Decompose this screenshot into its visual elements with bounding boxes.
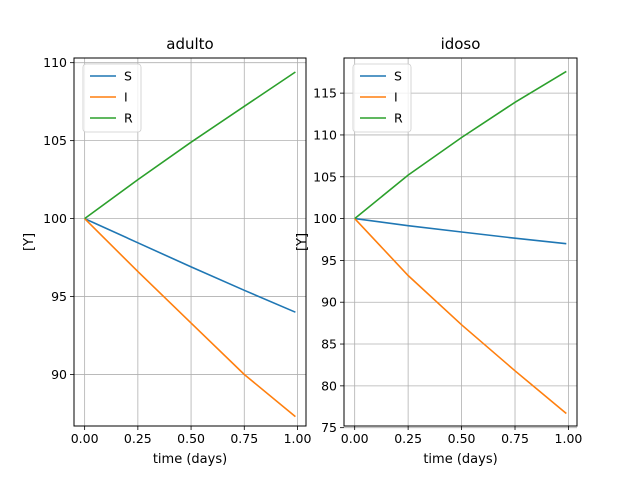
y-axis-label: [Y] [22, 233, 37, 251]
x-tick-label: 0.00 [341, 431, 369, 446]
subplot-idoso: 0.00 0.25 0.50 0.75 1.00 75 80 85 90 95 100 105 110… [295, 35, 582, 467]
y-tick-label: 105 [313, 169, 337, 184]
legend-label-S: S [394, 69, 402, 84]
x-tick-label: 0.50 [448, 431, 476, 446]
chart-title: adulto [166, 35, 213, 53]
series-line-I [84, 218, 296, 418]
y-axis-label: [Y] [295, 233, 310, 251]
y-tick-label: 85 [321, 337, 337, 352]
legend-label-R: R [124, 111, 133, 126]
x-tick-label: 0.25 [394, 431, 422, 446]
y-tick-label: 115 [313, 86, 337, 101]
y-ticks: 90 95 100 105 110 [43, 55, 74, 382]
x-tick-label: 0.25 [124, 431, 152, 446]
x-tick-label: 0.75 [501, 431, 529, 446]
y-tick-label: 75 [321, 420, 337, 435]
x-tick-label: 1.00 [555, 431, 583, 446]
x-tick-label: 1.00 [284, 431, 312, 446]
x-ticks: 0.00 0.25 0.50 0.75 1.00 [71, 426, 312, 446]
y-tick-label: 95 [51, 289, 67, 304]
series-line-I [354, 218, 567, 415]
subplot-adulto: 0.00 0.25 0.50 0.75 1.00 90 95 100 105 110 adult… [22, 35, 311, 467]
legend: SIR [82, 63, 142, 133]
chart-title: idoso [441, 35, 481, 53]
legend-label-S: S [124, 69, 132, 84]
y-tick-label: 80 [321, 378, 337, 393]
x-tick-label: 0.75 [230, 431, 258, 446]
x-tick-label: 0.00 [71, 431, 99, 446]
y-tick-label: 95 [321, 253, 337, 268]
y-tick-label: 100 [43, 211, 67, 226]
series-line-S [84, 217, 296, 313]
legend-label-I: I [394, 90, 398, 105]
series-line-R [84, 71, 296, 220]
series-layer [84, 71, 296, 418]
series-layer [354, 70, 567, 415]
plot-frame [73, 57, 307, 427]
y-tick-label: 100 [313, 211, 337, 226]
plot-frame [343, 57, 578, 427]
legend: SIR [352, 63, 412, 133]
x-ticks: 0.00 0.25 0.50 0.75 1.00 [341, 426, 583, 446]
x-tick-label: 0.50 [177, 431, 205, 446]
legend-box [352, 63, 412, 133]
legend-label-R: R [394, 111, 403, 126]
y-tick-label: 105 [43, 133, 67, 148]
x-axis-label: time (days) [423, 452, 497, 467]
series-line-S [354, 217, 567, 245]
y-tick-label: 110 [313, 127, 337, 142]
series-line-R [354, 70, 567, 220]
legend-box [82, 63, 142, 133]
y-tick-label: 90 [321, 295, 337, 310]
y-ticks: 75 80 85 90 95 100 105 110 115 [313, 86, 344, 435]
y-tick-label: 110 [43, 55, 67, 70]
legend-label-I: I [124, 90, 128, 105]
y-tick-label: 90 [51, 367, 67, 382]
x-axis-label: time (days) [153, 452, 227, 467]
